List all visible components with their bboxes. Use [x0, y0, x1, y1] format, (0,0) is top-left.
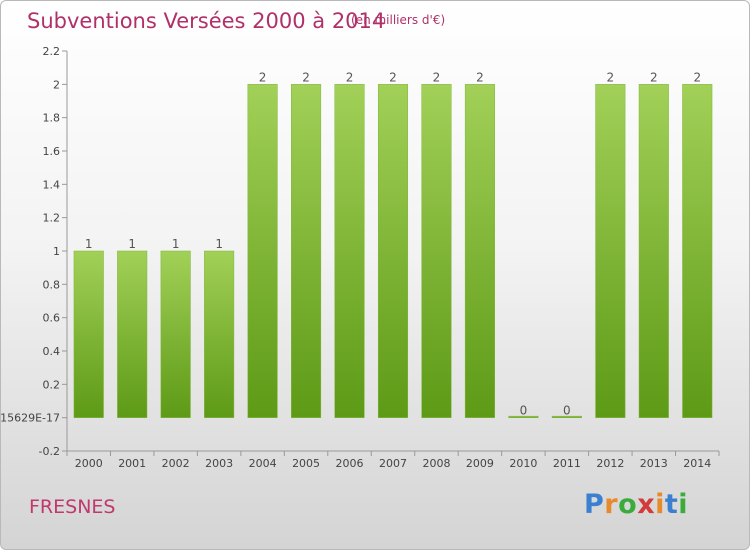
logo-letter: P — [584, 489, 605, 520]
logo-letter: o — [618, 489, 638, 520]
data-label: 2 — [259, 70, 267, 84]
x-tick-label: 2004 — [249, 457, 277, 470]
chart-unit: (en milliers d'€) — [351, 13, 446, 27]
y-tick-label: 1 — [53, 245, 60, 258]
y-tick-label: -0.2 — [39, 445, 60, 458]
y-tick-label: 1.8 — [43, 112, 61, 125]
data-label: 1 — [215, 237, 223, 251]
bar-2013 — [638, 84, 669, 418]
x-tick-label: 2011 — [553, 457, 581, 470]
x-tick-label: 2005 — [292, 457, 320, 470]
x-tick-label: 2012 — [596, 457, 624, 470]
bar-2007 — [377, 84, 409, 418]
bar-2014 — [682, 84, 713, 418]
bar-2012 — [595, 84, 626, 418]
y-tick-label: 0.4 — [43, 345, 61, 358]
logo-letter: t — [664, 489, 679, 520]
bar-2003 — [204, 250, 235, 418]
y-tick-label: 2 — [53, 78, 60, 91]
data-label: 2 — [433, 70, 441, 84]
data-label: 2 — [302, 70, 310, 84]
y-tick-label: 1.4 — [43, 178, 61, 191]
bar-2008 — [421, 84, 452, 418]
x-tick-label: 2003 — [205, 457, 233, 470]
proxiti-logo: Proxiti — [584, 489, 688, 520]
y-tick-label: 0.8 — [43, 278, 61, 291]
x-tick-label: 2014 — [683, 457, 711, 470]
logo-letter: x — [637, 489, 656, 520]
data-label: 1 — [128, 237, 136, 251]
data-label: 1 — [172, 237, 180, 251]
x-tick-label: 2002 — [162, 457, 190, 470]
bar-2001 — [117, 250, 148, 418]
bar-2009 — [464, 84, 495, 418]
x-tick-label: 2013 — [640, 457, 668, 470]
data-label: 2 — [693, 70, 701, 84]
bar-2010 — [508, 415, 539, 418]
chart-title: Subventions Versées 2000 à 2014 — [27, 9, 386, 33]
x-tick-label: 2000 — [75, 457, 103, 470]
x-tick-label: 2007 — [379, 457, 407, 470]
logo-letter: i — [678, 489, 689, 520]
x-tick-label: 2009 — [466, 457, 494, 470]
data-label: 0 — [520, 404, 528, 418]
x-tick-label: 2008 — [422, 457, 450, 470]
data-label: 1 — [85, 237, 93, 251]
bar-2005 — [291, 84, 322, 418]
y-tick-label: 2.2 — [43, 45, 61, 58]
data-label: 0 — [563, 404, 571, 418]
y-tick-label: 1.2 — [43, 212, 61, 225]
x-tick-label: 2006 — [336, 457, 364, 470]
bar-2004 — [247, 84, 278, 418]
data-label: 2 — [346, 70, 354, 84]
data-label: 2 — [607, 70, 615, 84]
y-tick-label: 0.6 — [43, 312, 61, 325]
bar-2000 — [73, 250, 104, 418]
y-tick-label: 1.6 — [43, 145, 61, 158]
logo-letter: r — [604, 489, 619, 520]
x-tick-label: 2010 — [509, 457, 537, 470]
logo-letter: i — [655, 489, 665, 520]
bar-2006 — [334, 84, 365, 418]
bar-2011 — [551, 415, 582, 418]
data-label: 2 — [389, 70, 397, 84]
x-tick-label: 2001 — [118, 457, 146, 470]
y-tick-label: 0.2 — [43, 378, 61, 391]
bar-2002 — [160, 250, 191, 418]
data-label: 2 — [650, 70, 658, 84]
y-tick-label: -2.15629E-17 — [1, 412, 60, 425]
data-label: 2 — [476, 70, 484, 84]
commune-name: FRESNES — [29, 496, 116, 518]
